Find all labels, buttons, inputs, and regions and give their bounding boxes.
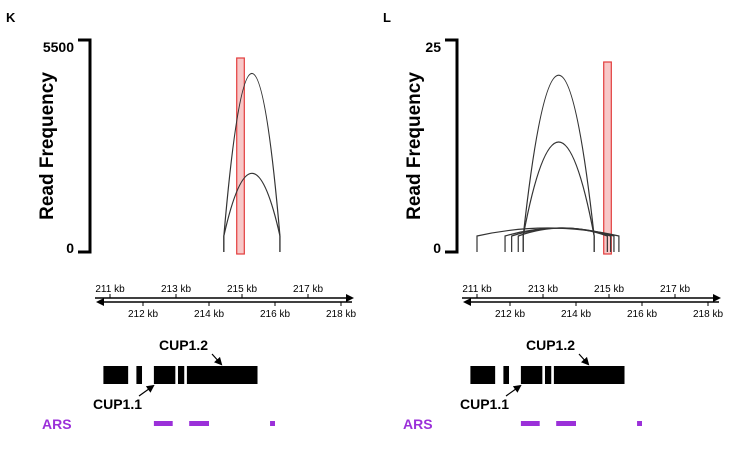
ruler-tick-label: 217 kb (293, 284, 323, 295)
interaction-arc (223, 72, 281, 252)
cup1-2-label: CUP1.2 (159, 337, 208, 353)
gene-block (470, 366, 496, 384)
y-axis-title: Read Frequency (404, 72, 425, 220)
cup1-2-arrow (578, 353, 590, 366)
y-min-label: 0 (433, 240, 441, 256)
panel-l: L 25 0 Read Frequency 211 kb 213 kb 215 kb… (383, 10, 723, 432)
interaction-arc (522, 141, 595, 252)
interaction-arc (511, 227, 612, 252)
ruler-tick-label: 213 kb (161, 284, 191, 295)
ars-track (520, 421, 642, 426)
ruler-tick-label: 216 kb (627, 309, 657, 320)
y-axis-title: Read Frequency (37, 72, 58, 220)
ruler-tick-label: 214 kb (561, 309, 591, 320)
gene-label-cup1-2: CUP1.2 (159, 337, 223, 366)
ruler-tick-label: 217 kb (660, 284, 690, 295)
ars-block (637, 421, 642, 426)
panel-k: K 5500 0 Read Frequency 211 kb 213 kb 215 … (6, 10, 356, 432)
gene-label-cup1-1: CUP1.1 (93, 384, 155, 412)
ruler-tick-label: 215 kb (594, 284, 624, 295)
y-axis: 25 0 Read Frequency (404, 38, 459, 256)
gene-label-cup1-2: CUP1.2 (526, 337, 590, 366)
cup1-2-arrow (211, 353, 223, 366)
gene-block (153, 366, 176, 384)
genome-ruler: 211 kb 213 kb 215 kb 217 kb 212 kb 214 kb 216 … (462, 284, 723, 320)
ars-block (153, 421, 173, 426)
ruler-tick-label: 215 kb (227, 284, 257, 295)
gene-track (470, 366, 625, 384)
interaction-arc (517, 227, 608, 252)
plot-area (223, 57, 281, 255)
cup1-1-arrow (505, 384, 522, 397)
interaction-arc (504, 227, 615, 252)
gene-block (186, 366, 258, 384)
ruler-tick-label: 214 kb (194, 309, 224, 320)
gene-track (103, 366, 258, 384)
y-axis: 5500 0 Read Frequency (37, 38, 92, 256)
ruler-tick-label: 211 kb (462, 284, 492, 295)
interaction-arc (522, 74, 595, 252)
cup1-2-label: CUP1.2 (526, 337, 575, 353)
gene-block (503, 366, 510, 384)
highlight-region (236, 57, 245, 255)
gene-block (553, 366, 625, 384)
ars-block (520, 421, 540, 426)
ars-label: ARS (42, 416, 72, 432)
ars-block (270, 421, 275, 426)
gene-block (136, 366, 143, 384)
gene-block (520, 366, 543, 384)
ruler-tick-label: 216 kb (260, 309, 290, 320)
y-max-label: 25 (425, 39, 441, 55)
y-max-label: 5500 (43, 39, 74, 55)
ruler-tick-label: 211 kb (95, 284, 125, 295)
panel-letter: L (383, 10, 391, 25)
ruler-tick-label: 212 kb (495, 309, 525, 320)
highlight-region (603, 61, 612, 255)
ruler-tick-label: 212 kb (128, 309, 158, 320)
gene-block (103, 366, 129, 384)
panel-letter: K (6, 10, 16, 25)
y-min-label: 0 (66, 240, 74, 256)
gene-block (177, 366, 185, 384)
cup1-1-arrow (138, 384, 155, 397)
gene-block (544, 366, 552, 384)
cup1-1-label: CUP1.1 (460, 396, 509, 412)
ars-track (153, 421, 275, 426)
ars-block (189, 421, 209, 426)
plot-area (476, 61, 620, 255)
ruler-tick-label: 218 kb (326, 309, 356, 320)
ars-block (556, 421, 576, 426)
y-axis-line (78, 38, 92, 254)
cup1-1-label: CUP1.1 (93, 396, 142, 412)
genome-ruler: 211 kb 213 kb 215 kb 217 kb 212 kb 214 kb 216 … (95, 284, 356, 320)
gene-label-cup1-1: CUP1.1 (460, 384, 522, 412)
y-axis-line (445, 38, 459, 254)
ars-label: ARS (403, 416, 433, 432)
ruler-tick-label: 213 kb (528, 284, 558, 295)
interaction-arc (223, 172, 281, 252)
ruler-tick-label: 218 kb (693, 309, 723, 320)
